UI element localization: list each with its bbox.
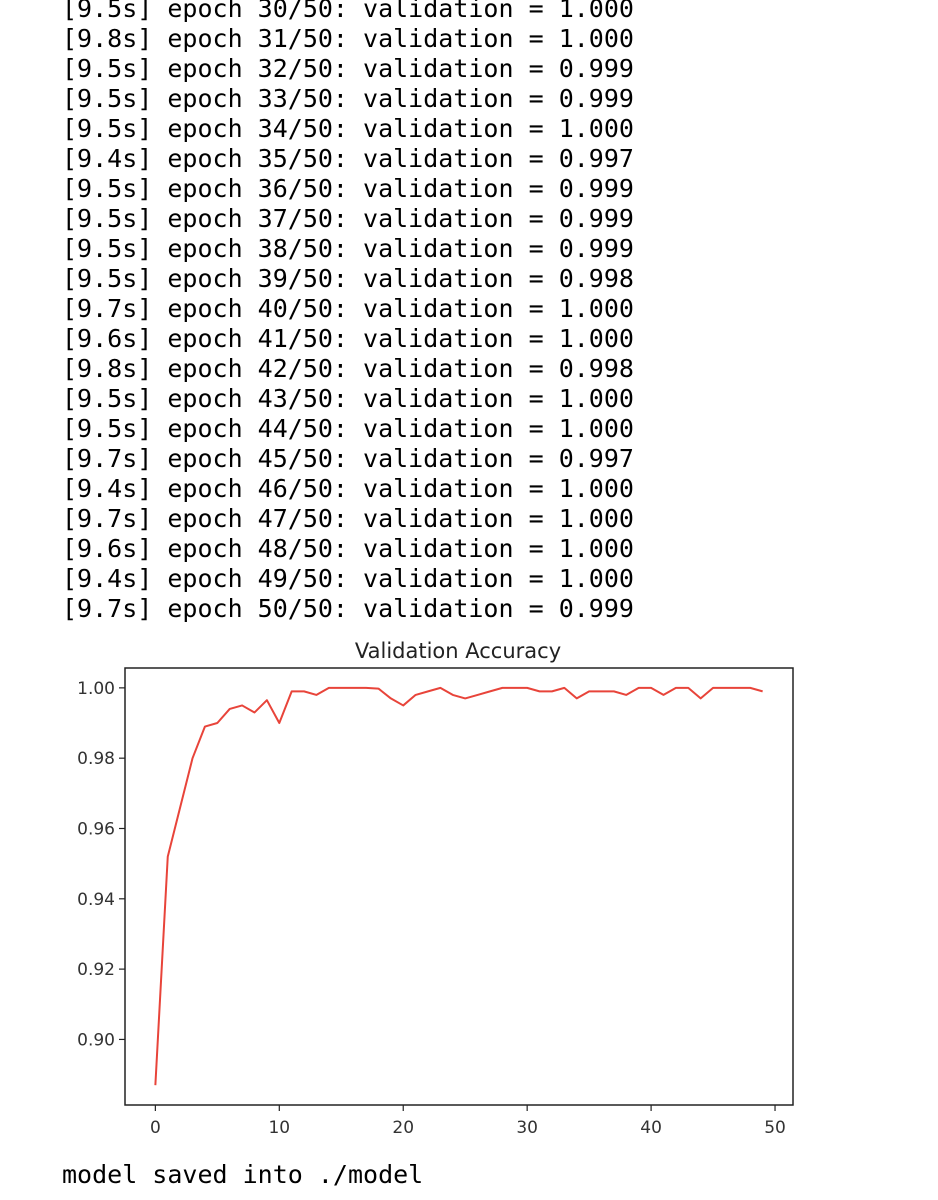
log-line: [9.6s] epoch 41/50: validation = 1.000 [62,324,634,353]
status-message: model saved into ./model [62,1160,424,1189]
y-tick-label: 0.94 [77,890,115,910]
plot-frame [124,667,794,1106]
log-line: [9.5s] epoch 38/50: validation = 0.999 [62,234,634,263]
log-line: [9.4s] epoch 49/50: validation = 1.000 [62,564,634,593]
y-tick-label: 0.92 [77,960,115,980]
log-line: [9.8s] epoch 42/50: validation = 0.998 [62,354,634,383]
log-line: [9.5s] epoch 34/50: validation = 1.000 [62,114,634,143]
log-line: [9.5s] epoch 43/50: validation = 1.000 [62,384,634,413]
log-line: [9.5s] epoch 30/50: validation = 1.000 [62,0,634,23]
log-line: [9.7s] epoch 45/50: validation = 0.997 [62,444,634,473]
log-line: [9.5s] epoch 44/50: validation = 1.000 [62,414,634,443]
log-line: [9.7s] epoch 50/50: validation = 0.999 [62,594,634,623]
y-tick-label: 1.00 [77,679,115,699]
log-line: [9.5s] epoch 36/50: validation = 0.999 [62,174,634,203]
log-line: [9.4s] epoch 35/50: validation = 0.997 [62,144,634,173]
series-line [154,686,763,1086]
y-tick-label: 0.96 [77,819,115,839]
log-line: [9.7s] epoch 47/50: validation = 1.000 [62,504,634,533]
log-line: [9.4s] epoch 46/50: validation = 1.000 [62,474,634,503]
x-tick-label: 20 [392,1118,414,1138]
log-line: [9.8s] epoch 31/50: validation = 1.000 [62,24,634,53]
validation-accuracy-chart: Validation Accuracy 0.90 0.92 0.94 0.96 0.98… [77,639,794,1138]
y-axis-ticks: 0.90 0.92 0.94 0.96 0.98 1.00 [77,679,125,1050]
x-axis-ticks: 0 10 20 30 40 50 [150,1105,786,1138]
x-tick-label: 40 [640,1118,662,1138]
log-line: [9.5s] epoch 32/50: validation = 0.999 [62,54,634,83]
log-line: [9.7s] epoch 40/50: validation = 1.000 [62,294,634,323]
x-tick-label: 50 [764,1118,786,1138]
log-line: [9.6s] epoch 48/50: validation = 1.000 [62,534,634,563]
x-tick-label: 0 [150,1118,161,1138]
x-tick-label: 30 [516,1118,538,1138]
log-line: [9.5s] epoch 37/50: validation = 0.999 [62,204,634,233]
y-tick-label: 0.90 [77,1030,115,1050]
plot-series [154,686,763,1086]
log-line: [9.5s] epoch 39/50: validation = 0.998 [62,264,634,293]
log-line: [9.5s] epoch 33/50: validation = 0.999 [62,84,634,113]
training-log-output: [9.5s] epoch 30/50: validation = 1.000 [9… [62,0,634,624]
chart-title: Validation Accuracy [355,639,561,663]
y-tick-label: 0.98 [77,749,115,769]
x-tick-label: 10 [268,1118,290,1138]
